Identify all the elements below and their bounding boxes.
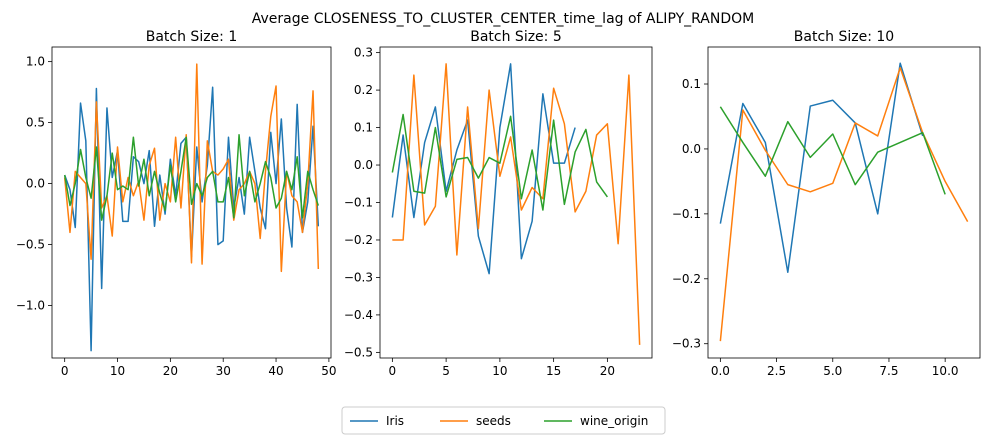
series-group	[391, 63, 641, 345]
subplot-1: Batch Size: 1 0 10 20 30 40 50 −1.0 −0.5 0.0 0.5 1.…	[16, 29, 337, 378]
y-tick-label: 0.0	[354, 158, 373, 172]
chart-title: Average CLOSENESS_TO_CLUSTER_CENTER_time…	[252, 11, 754, 27]
series-line-wine-origin	[391, 113, 608, 211]
x-tick-label: 30	[216, 364, 231, 378]
y-tick-label: 1.0	[26, 55, 45, 69]
series-line-seeds	[392, 63, 641, 345]
subplots: Batch Size: 10 10 20 30 40 50−1.0−0.50.00.51.…	[16, 29, 981, 378]
y-tick-label: −1.0	[16, 299, 45, 313]
subplot-title: Batch Size: 5	[470, 29, 562, 45]
y-tick-label: 0.5	[26, 116, 45, 130]
y-tick-label: 0.0	[682, 142, 701, 156]
x-tick-label: 40	[268, 364, 283, 378]
y-tick-label: 0.2	[354, 83, 373, 97]
y-tick-label: −0.3	[672, 337, 701, 351]
y-tick-label: −0.5	[344, 345, 373, 359]
legend-label-seeds: seeds	[476, 414, 511, 428]
y-tick-label: −0.2	[344, 233, 373, 247]
series-group	[63, 63, 320, 352]
y-tick-label: 0.0	[26, 177, 45, 191]
x-tick-label: 10	[110, 364, 125, 378]
y-tick-label: 0.1	[682, 77, 701, 91]
y-tick-label: −0.4	[344, 308, 373, 322]
series-line-wine-origin	[719, 106, 946, 195]
subplot-2: Batch Size: 5 0 5 10 15 20 −0.5 −0.4 −0.3 −0.2 −0.…	[344, 29, 653, 378]
x-tick-label: 0	[61, 364, 69, 378]
axes-frame	[51, 46, 332, 359]
y-tick-label: −0.1	[344, 196, 373, 210]
x-tick-label: 15	[546, 364, 561, 378]
x-tick-label: 10.0	[932, 364, 959, 378]
x-tick-label: 0.0	[711, 364, 730, 378]
y-tick-label: −0.5	[16, 238, 45, 252]
x-tick-label: 7.5	[879, 364, 898, 378]
series-line-wine-origin	[63, 134, 320, 221]
x-tick-label: 2.5	[767, 364, 786, 378]
series-line-iris	[719, 62, 924, 274]
x-tick-label: 0	[389, 364, 397, 378]
x-tick-label: 5	[442, 364, 450, 378]
subplot-3: Batch Size: 10 0.0 2.5 5.0 7.5 10.0 −0.3 −0.2 −0…	[672, 29, 981, 378]
x-tick-label: 20	[163, 364, 178, 378]
x-tick-label: 5.0	[823, 364, 842, 378]
y-tick-label: 0.1	[354, 121, 373, 135]
y-tick-label: 0.3	[354, 46, 373, 60]
series-line-iris	[391, 63, 576, 275]
subplot-title: Batch Size: 1	[146, 29, 238, 45]
x-tick-label: 20	[600, 364, 615, 378]
legend-frame	[341, 406, 666, 435]
legend-label-wine-origin: wine_origin	[580, 414, 648, 428]
legend-label-iris: Iris	[386, 414, 404, 428]
y-tick-label: −0.3	[344, 270, 373, 284]
series-group	[719, 62, 969, 342]
x-tick-label: 10	[492, 364, 507, 378]
x-tick-label: 50	[321, 364, 336, 378]
y-tick-label: −0.1	[672, 207, 701, 221]
subplot-title: Batch Size: 10	[794, 29, 894, 45]
series-line-seeds	[719, 67, 969, 342]
axes-frame	[707, 46, 981, 359]
legend: Iris seeds wine_origin	[341, 406, 666, 435]
axes-frame	[379, 46, 653, 359]
y-tick-label: −0.2	[672, 272, 701, 286]
